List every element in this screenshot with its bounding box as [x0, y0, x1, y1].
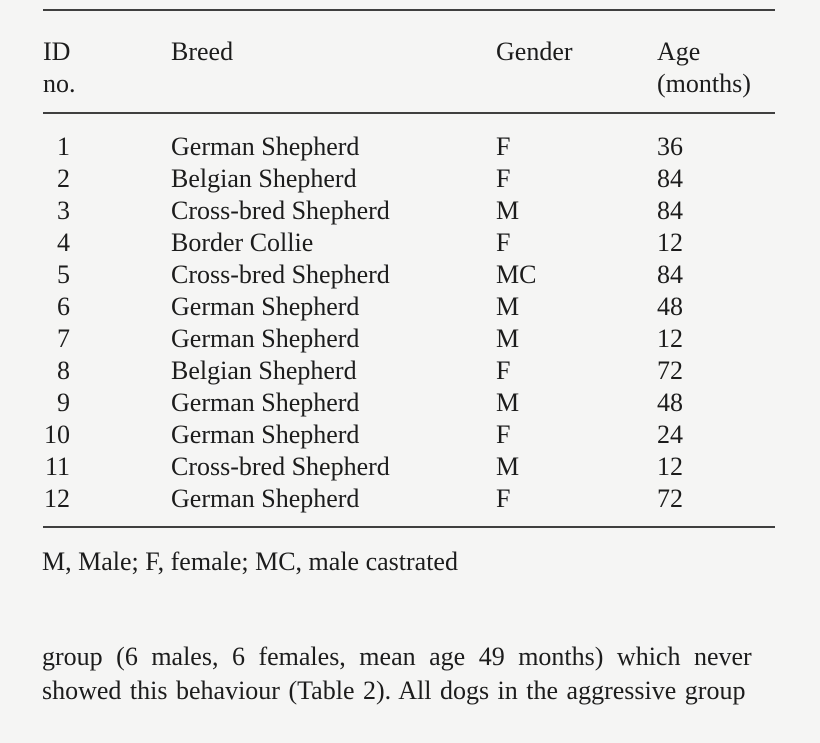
- table-row: 7 German Shepherd M 12: [0, 323, 820, 355]
- cell-gender: M: [496, 324, 520, 353]
- cell-gender: MC: [496, 260, 537, 289]
- cell-age: 12: [657, 228, 683, 257]
- cell-id: 11: [44, 452, 70, 481]
- body-paragraph: group (6 males, 6 females, mean age 49 m…: [42, 640, 778, 708]
- cell-breed: German Shepherd: [171, 324, 360, 353]
- table-bottom-rule: [43, 526, 775, 528]
- column-header-breed: Breed: [171, 37, 234, 66]
- cell-age: 72: [657, 484, 683, 513]
- column-header-age-line1: Age: [657, 37, 701, 66]
- cell-gender: F: [496, 164, 511, 193]
- cell-gender: M: [496, 452, 520, 481]
- cell-breed: Cross-bred Shepherd: [171, 196, 390, 225]
- cell-breed: Belgian Shepherd: [171, 356, 357, 385]
- table-row: 4 Border Collie F 12: [0, 227, 820, 259]
- table-row: 1 German Shepherd F 36: [0, 131, 820, 163]
- cell-id: 2: [57, 164, 70, 193]
- cell-gender: F: [496, 484, 511, 513]
- cell-gender: M: [496, 388, 520, 417]
- table-row: 8 Belgian Shepherd F 72: [0, 355, 820, 387]
- cell-gender: F: [496, 420, 511, 449]
- cell-id: 10: [44, 420, 70, 449]
- table-row: 10 German Shepherd F 24: [0, 419, 820, 451]
- cell-age: 48: [657, 292, 683, 321]
- cell-breed: German Shepherd: [171, 388, 360, 417]
- cell-gender: F: [496, 132, 511, 161]
- cell-age: 84: [657, 164, 683, 193]
- column-header-id-line2: no.: [43, 69, 76, 98]
- table-top-rule: [43, 9, 775, 11]
- cell-age: 84: [657, 196, 683, 225]
- cell-gender: M: [496, 196, 520, 225]
- column-header-id-line1: ID: [43, 37, 71, 66]
- table-row: 11 Cross-bred Shepherd M 12: [0, 451, 820, 483]
- column-header-age: Age (months): [657, 36, 751, 100]
- cell-age: 24: [657, 420, 683, 449]
- cell-age: 36: [657, 132, 683, 161]
- table-header-rule: [43, 112, 775, 114]
- cell-id: 9: [57, 388, 70, 417]
- cell-id: 3: [57, 196, 70, 225]
- cell-breed: German Shepherd: [171, 484, 360, 513]
- table-footnote: M, Male; F, female; MC, male castrated: [42, 547, 458, 576]
- column-header-age-line2: (months): [657, 69, 751, 98]
- table-row: 3 Cross-bred Shepherd M 84: [0, 195, 820, 227]
- cell-age: 72: [657, 356, 683, 385]
- cell-age: 84: [657, 260, 683, 289]
- table-row: 6 German Shepherd M 48: [0, 291, 820, 323]
- table-row: 2 Belgian Shepherd F 84: [0, 163, 820, 195]
- cell-gender: M: [496, 292, 520, 321]
- cell-age: 12: [657, 324, 683, 353]
- cell-breed: Cross-bred Shepherd: [171, 260, 390, 289]
- cell-breed: German Shepherd: [171, 132, 360, 161]
- cell-id: 7: [57, 324, 70, 353]
- cell-breed: Belgian Shepherd: [171, 164, 357, 193]
- cell-id: 8: [57, 356, 70, 385]
- column-header-gender: Gender: [496, 37, 573, 66]
- cell-gender: F: [496, 228, 511, 257]
- cell-gender: F: [496, 356, 511, 385]
- cell-age: 12: [657, 452, 683, 481]
- table-row: 9 German Shepherd M 48: [0, 387, 820, 419]
- body-paragraph-line-1: group (6 males, 6 females, mean age 49 m…: [42, 642, 752, 671]
- body-paragraph-line-2: showed this behaviour (Table 2). All dog…: [42, 676, 746, 705]
- cell-id: 1: [57, 132, 70, 161]
- cell-breed: Cross-bred Shepherd: [171, 452, 390, 481]
- cell-breed: Border Collie: [171, 228, 314, 257]
- cell-breed: German Shepherd: [171, 420, 360, 449]
- cell-breed: German Shepherd: [171, 292, 360, 321]
- cell-id: 12: [44, 484, 70, 513]
- cell-id: 5: [57, 260, 70, 289]
- cell-id: 6: [57, 292, 70, 321]
- cell-age: 48: [657, 388, 683, 417]
- table-row: 12 German Shepherd F 72: [0, 483, 820, 515]
- column-header-id: ID no.: [43, 36, 76, 100]
- cell-id: 4: [57, 228, 70, 257]
- table-row: 5 Cross-bred Shepherd MC 84: [0, 259, 820, 291]
- table-body: 1 German Shepherd F 36 2 Belgian Shepher…: [0, 131, 820, 515]
